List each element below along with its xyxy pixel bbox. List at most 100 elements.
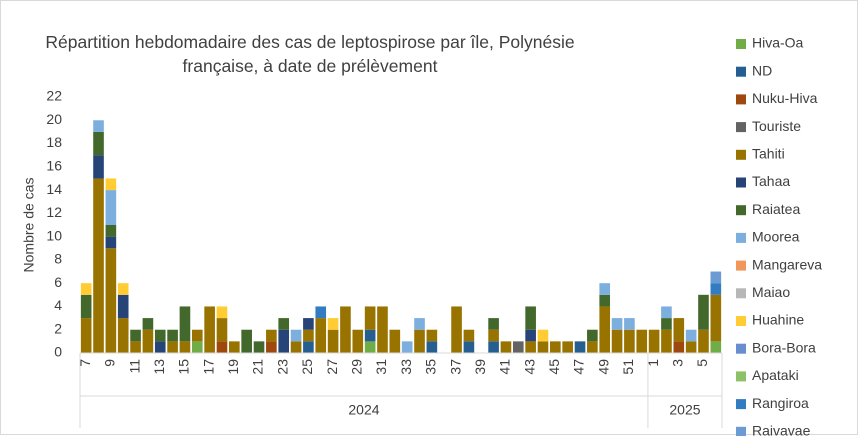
legend-label: Apataki: [752, 367, 799, 383]
bar-segment: [685, 341, 697, 353]
bar-segment: [389, 329, 401, 353]
bar-segment: [525, 306, 536, 330]
bar-segment: [661, 318, 672, 330]
bar-segment: [426, 329, 438, 342]
bar-segment: [451, 306, 462, 353]
bar-segment: [130, 341, 141, 353]
y-tick-label: 14: [46, 181, 62, 197]
bar-segment: [130, 329, 141, 342]
bar-segment: [105, 178, 117, 191]
legend-label: Huahine: [752, 312, 804, 328]
x-tick-label: 45: [546, 359, 562, 375]
bar-segment: [80, 283, 92, 295]
bar-segment: [488, 329, 499, 342]
bar-segment: [364, 341, 376, 353]
x-tick-label: 13: [151, 359, 167, 375]
bar-segment: [661, 329, 672, 353]
bar-segment: [673, 318, 685, 342]
x-tick-label: 33: [398, 359, 414, 375]
bar-segment: [463, 341, 475, 353]
bar-segment: [661, 306, 672, 319]
bar-segment: [550, 341, 561, 353]
legend-swatch: [736, 94, 746, 105]
legend-swatch: [736, 122, 746, 133]
bar-segment: [105, 190, 117, 225]
x-tick-label: 47: [571, 359, 587, 375]
bar-segment: [488, 318, 499, 330]
bar-segment: [426, 341, 438, 353]
bar-segment: [562, 341, 573, 353]
y-tick-label: 20: [46, 111, 62, 127]
bar-segment: [93, 178, 104, 353]
x-tick-label: 49: [595, 359, 611, 375]
bar-segment: [599, 294, 611, 307]
bar-segment: [142, 318, 154, 330]
bar-segment: [327, 318, 339, 330]
bar-segment: [685, 329, 697, 342]
x-tick-label: 7: [77, 359, 93, 367]
y-tick-label: 10: [46, 227, 62, 243]
x-tick-label: 25: [299, 359, 315, 375]
bar-segment: [698, 294, 709, 330]
legend-swatch: [736, 205, 746, 216]
bar-segment: [315, 306, 327, 319]
bar-segment: [624, 318, 635, 330]
x-tick-label: 37: [447, 359, 463, 375]
bar-segment: [266, 329, 277, 342]
x-tick-label: 21: [250, 359, 266, 375]
legend-label: Raiatea: [752, 201, 800, 217]
legend-label: Bora-Bora: [752, 339, 816, 355]
y-tick-label: 0: [54, 344, 62, 360]
bar-segment: [673, 341, 685, 353]
bar-segment: [698, 329, 709, 353]
y-tick-label: 12: [46, 204, 62, 220]
x-tick-label: 39: [472, 359, 488, 375]
group-label: 2025: [669, 402, 700, 418]
y-tick-label: 16: [46, 158, 62, 174]
legend-swatch: [736, 177, 746, 188]
bar-segment: [587, 329, 598, 342]
y-tick-label: 6: [54, 274, 62, 290]
bar-segment: [303, 341, 314, 353]
bar-segment: [377, 306, 388, 353]
bar-segment: [93, 155, 104, 179]
bar-segment: [229, 341, 240, 353]
bar-segment: [216, 306, 228, 319]
bar-segment: [105, 248, 117, 353]
legend-label: Mangareva: [752, 256, 822, 272]
legend-swatch: [736, 232, 746, 243]
y-tick-label: 8: [54, 251, 62, 267]
bar-segment: [315, 318, 327, 353]
legend-label: Raivavae: [752, 423, 811, 436]
chart-title: Répartition hebdomadaire des cas de lept…: [45, 32, 575, 76]
y-tick-label: 18: [46, 134, 62, 150]
bar-segment: [710, 271, 722, 284]
legend-swatch: [736, 149, 746, 160]
bar-segment: [290, 341, 302, 353]
bar-segment: [463, 329, 475, 342]
legend-label: Rangiroa: [752, 395, 809, 411]
legend-label: Nuku-Hiva: [752, 90, 818, 106]
legend-swatch: [736, 399, 746, 410]
bar-segment: [117, 283, 129, 295]
legend-swatch: [736, 39, 746, 49]
bar-segment: [352, 329, 364, 353]
bar-segment: [105, 225, 117, 237]
x-tick-label: 9: [102, 359, 118, 367]
x-tick-label: 29: [348, 359, 364, 375]
bar-segment: [364, 329, 376, 342]
bar-segment: [648, 329, 660, 353]
legend-label: ND: [752, 62, 772, 78]
x-tick-label: 19: [225, 359, 241, 375]
legend-swatch: [736, 66, 746, 77]
legend-swatch: [736, 343, 746, 354]
bar-segment: [167, 329, 178, 342]
bar-segment: [266, 341, 277, 353]
x-tick-label: 15: [176, 359, 192, 375]
bar-segment: [167, 341, 178, 353]
bar-segment: [611, 329, 623, 353]
x-tick-label: 11: [126, 359, 142, 374]
bar-segment: [710, 283, 722, 295]
